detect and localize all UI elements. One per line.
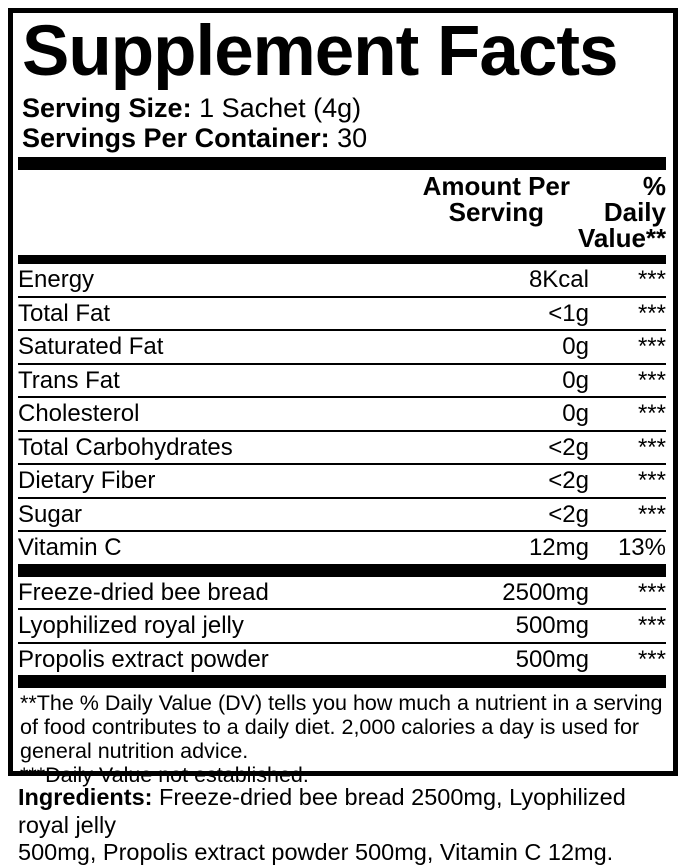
nutrient-label: Cholesterol (18, 400, 140, 427)
nutrient-amount: 8Kcal (528, 266, 589, 293)
blend-label: Lyophilized royal jelly (18, 612, 244, 639)
panel-title: Supplement Facts (22, 12, 619, 91)
nutrient-amount: <2g (548, 467, 589, 494)
thick-divider-blend (18, 563, 666, 577)
amount-per-serving-header: Amount Per Serving (423, 173, 570, 225)
ingredients-label: Ingredients: (18, 784, 153, 810)
nutrient-label: Saturated Fat (18, 333, 164, 360)
ingredients-paragraph: Ingredients: Freeze-dried bee bread 2500… (18, 784, 668, 867)
nutrient-amount: <2g (548, 500, 589, 528)
thick-divider-footnote (18, 675, 666, 688)
nutrient-amount: 0g (562, 333, 589, 360)
nutrient-row: Total Fat <1g *** (18, 298, 666, 331)
amount-header-line1: Amount Per (422, 171, 570, 201)
nutrient-dv: *** (637, 299, 666, 327)
column-headers: Amount Per Serving % Daily Value** (18, 170, 667, 255)
nutrient-row: Sugar <2g *** (18, 499, 666, 532)
nutrient-row: Vitamin C 12mg 13% (18, 532, 666, 564)
nutrient-dv: *** (637, 433, 666, 461)
daily-value-header: % Daily Value** (578, 173, 666, 251)
nutrient-label: Total Fat (18, 299, 111, 327)
nutrient-row: Total Carbohydrates <2g *** (18, 432, 666, 465)
nutrient-label: Energy (18, 266, 95, 293)
nutrient-dv: *** (637, 500, 666, 528)
dv-header-line1: % Daily (603, 171, 666, 227)
nutrient-label: Vitamin C (18, 534, 122, 561)
daily-value-footnote: **The % Daily Value (DV) tells you how m… (20, 691, 663, 787)
blend-amount: 500mg (515, 645, 589, 673)
nutrient-amount: <2g (548, 433, 589, 461)
nutrient-label: Total Carbohydrates (18, 433, 233, 461)
serving-size-line: Serving Size: 1 Sachet (4g) (22, 93, 666, 123)
servings-per-container-line: Servings Per Container: 30 (22, 123, 666, 153)
serving-size-label: Serving Size: (22, 93, 192, 123)
nutrient-row: Trans Fat 0g *** (18, 365, 666, 398)
blend-dv: *** (637, 578, 666, 606)
servings-per-container-label: Servings Per Container: (22, 123, 330, 153)
nutrient-row: Dietary Fiber <2g *** (18, 465, 666, 499)
blend-row: Freeze-dried bee bread 2500mg *** (18, 577, 666, 610)
nutrient-dv: *** (637, 400, 666, 427)
blend-label: Freeze-dried bee bread (18, 578, 269, 606)
nutrient-amount: 0g (562, 400, 589, 427)
servings-per-container-value: 30 (329, 123, 368, 153)
nutrient-dv: *** (637, 266, 666, 293)
nutrient-row: Saturated Fat 0g *** (18, 331, 666, 365)
nutrient-label: Sugar (18, 500, 83, 528)
supplement-facts-panel: Supplement Facts Serving Size: 1 Sachet … (8, 8, 678, 787)
blend-label: Propolis extract powder (18, 645, 269, 673)
blend-row: Lyophilized royal jelly 500mg *** (18, 610, 666, 644)
blend-amount: 2500mg (502, 578, 589, 606)
medium-divider-header (18, 255, 666, 264)
nutrient-dv: *** (637, 467, 666, 494)
amount-header-line2: Serving (448, 197, 545, 227)
nutrient-amount: 12mg (528, 534, 589, 561)
nutrient-dv: *** (637, 366, 666, 394)
nutrient-dv: *** (637, 333, 666, 360)
nutrient-label: Dietary Fiber (18, 467, 156, 494)
nutrient-label: Trans Fat (18, 366, 120, 394)
blend-dv: *** (637, 645, 666, 673)
blend-row: Propolis extract powder 500mg *** (18, 644, 666, 676)
thick-divider-top (18, 157, 666, 170)
blend-amount: 500mg (515, 612, 589, 639)
nutrient-row: Energy 8Kcal *** (18, 264, 666, 298)
nutrient-row: Cholesterol 0g *** (18, 398, 666, 432)
dv-header-line2: Value** (578, 223, 667, 253)
blend-dv: *** (637, 612, 666, 639)
serving-info: Serving Size: 1 Sachet (4g) Servings Per… (18, 93, 666, 153)
nutrient-dv: 13% (617, 534, 666, 561)
nutrient-amount: <1g (548, 299, 589, 327)
serving-size-value: 1 Sachet (4g) (191, 93, 362, 123)
nutrient-amount: 0g (562, 366, 589, 394)
